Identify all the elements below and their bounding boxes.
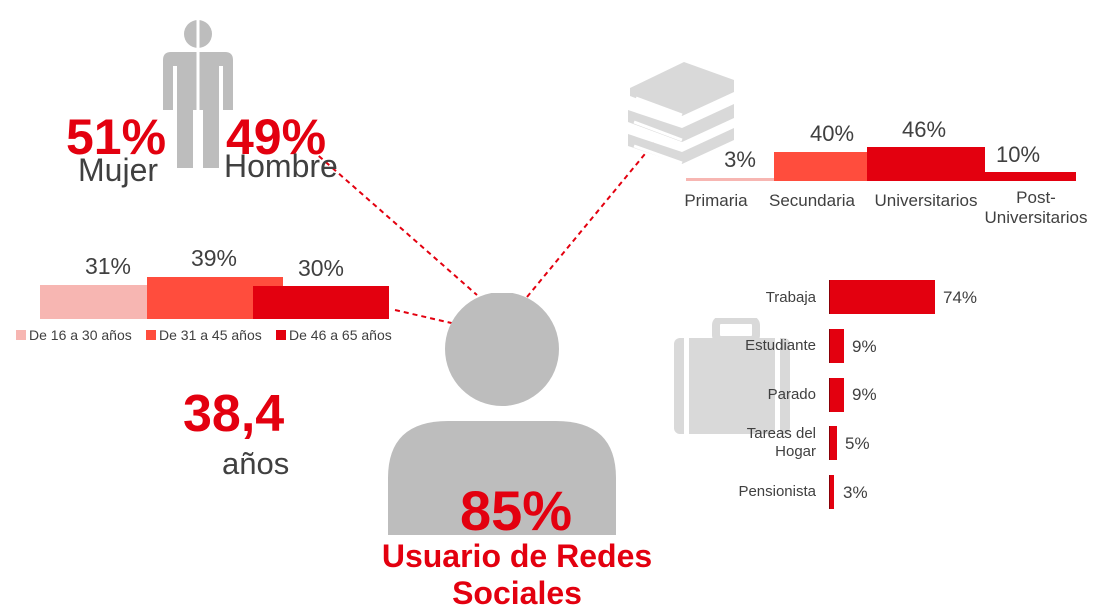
education-bar-secundaria	[774, 152, 867, 181]
education-label-post-universitarios: Post- Universitarios	[976, 188, 1096, 229]
briefcase-icon	[674, 318, 790, 434]
education-value-universitarios: 46%	[901, 117, 947, 142]
employment-value-trabaja: 74%	[943, 288, 978, 307]
age-value-46-65: 30%	[297, 255, 345, 281]
legend-swatch	[146, 330, 156, 340]
employment-value-parado: 9%	[852, 385, 877, 404]
education-label-universitarios: Universitarios	[874, 191, 978, 210]
female-percentage: 51%	[66, 109, 167, 165]
education-bar-primaria	[686, 178, 774, 181]
education-label-primaria: Primaria	[684, 191, 748, 210]
employment-value-tareas-hogar: 5%	[845, 434, 870, 453]
social-users-value: 85%	[460, 479, 573, 542]
average-age-value: 38,4	[183, 385, 285, 443]
employment-bar-parado	[829, 378, 844, 412]
education-value-post-universitarios: 10%	[995, 142, 1041, 167]
education-label-post-line1: Post-	[1016, 188, 1056, 207]
female-label: Mujer	[78, 152, 159, 188]
employment-label-tareas-hogar: Tareas del Hogar	[656, 425, 816, 461]
employment-label-parado: Parado	[767, 386, 816, 403]
average-age-unit: años	[222, 446, 290, 481]
legend-31-45: De 31 a 45 años	[146, 327, 262, 343]
age-bar-16-30	[40, 285, 147, 319]
education-bar-universitarios	[867, 147, 985, 181]
age-value-16-30: 31%	[84, 253, 132, 279]
employment-bar-pensionista	[829, 475, 834, 509]
education-label-secundaria: Secundaria	[768, 191, 855, 210]
education-bar-post-universitarios	[985, 172, 1076, 181]
education-value-secundaria: 40%	[809, 121, 855, 146]
legend-46-65: De 46 a 65 años	[276, 327, 392, 343]
legend-16-30: De 16 a 30 años	[16, 327, 132, 343]
connector-gender	[311, 149, 478, 296]
legend-swatch	[16, 330, 26, 340]
education-value-primaria: 3%	[724, 147, 756, 172]
employment-label-trabaja: Trabaja	[765, 289, 816, 306]
employment-label-tareas-line2: Hogar	[775, 443, 816, 460]
employment-bar-estudiante	[829, 329, 844, 363]
social-users-title: Usuario de Redes Sociales	[358, 538, 676, 612]
books-icon	[628, 62, 734, 164]
social-users-title-line2: Sociales	[452, 574, 582, 611]
employment-value-pensionista: 3%	[843, 483, 868, 502]
age-bar-46-65	[253, 286, 389, 319]
user-icon	[388, 293, 616, 535]
employment-bar-trabaja	[829, 280, 935, 314]
social-users-title-line1: Usuario de Redes	[381, 538, 653, 574]
employment-value-estudiante: 9%	[852, 337, 877, 356]
employment-bar-tareas-hogar	[829, 426, 837, 460]
legend-label: De 16 a 30 años	[29, 327, 132, 343]
employment-label-tareas-line1: Tareas del	[746, 425, 816, 442]
connector-age	[394, 309, 461, 326]
legend-swatch	[276, 330, 286, 340]
education-label-post-line2: Universitarios	[984, 208, 1088, 228]
person-gender-icon	[163, 18, 233, 170]
age-value-31-45: 39%	[190, 245, 238, 271]
employment-label-estudiante: Estudiante	[745, 337, 816, 354]
employment-label-pensionista: Pensionista	[738, 483, 816, 500]
male-label: Hombre	[224, 148, 338, 184]
legend-label: De 46 a 65 años	[289, 327, 392, 343]
connector-education	[526, 142, 655, 298]
male-percentage: 49%	[226, 109, 327, 165]
legend-label: De 31 a 45 años	[159, 327, 262, 343]
